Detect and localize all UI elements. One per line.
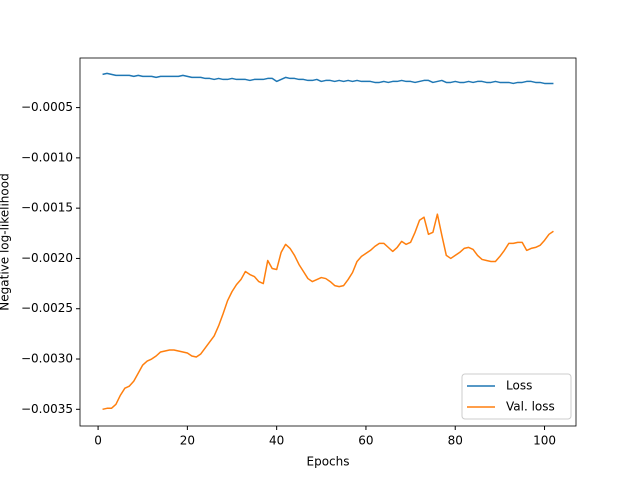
- y-tick-label: −0.0020: [21, 251, 73, 265]
- x-tick-label: 60: [358, 434, 373, 448]
- y-tick-label: −0.0015: [21, 201, 73, 215]
- y-tick-label: −0.0010: [21, 150, 73, 164]
- x-tick-label: 0: [94, 434, 102, 448]
- line: [102, 72, 554, 85]
- x-tick-label: 20: [180, 434, 195, 448]
- legend-label: Val. loss: [506, 400, 555, 414]
- y-axis-label: Negative log-likelihood: [0, 173, 12, 310]
- plot-frame: [79, 57, 577, 427]
- x-tick-label: 100: [533, 434, 556, 448]
- y-tick-label: −0.0030: [21, 352, 73, 366]
- y-tick-label: −0.0035: [21, 402, 73, 416]
- y-tick-label: −0.0005: [21, 100, 73, 114]
- line: [102, 213, 554, 411]
- legend-label: Loss: [506, 379, 532, 393]
- x-tick-label: 40: [269, 434, 284, 448]
- x-axis-label: Epochs: [307, 455, 350, 469]
- y-tick-label: −0.0025: [21, 301, 73, 315]
- x-tick-label: 80: [448, 434, 463, 448]
